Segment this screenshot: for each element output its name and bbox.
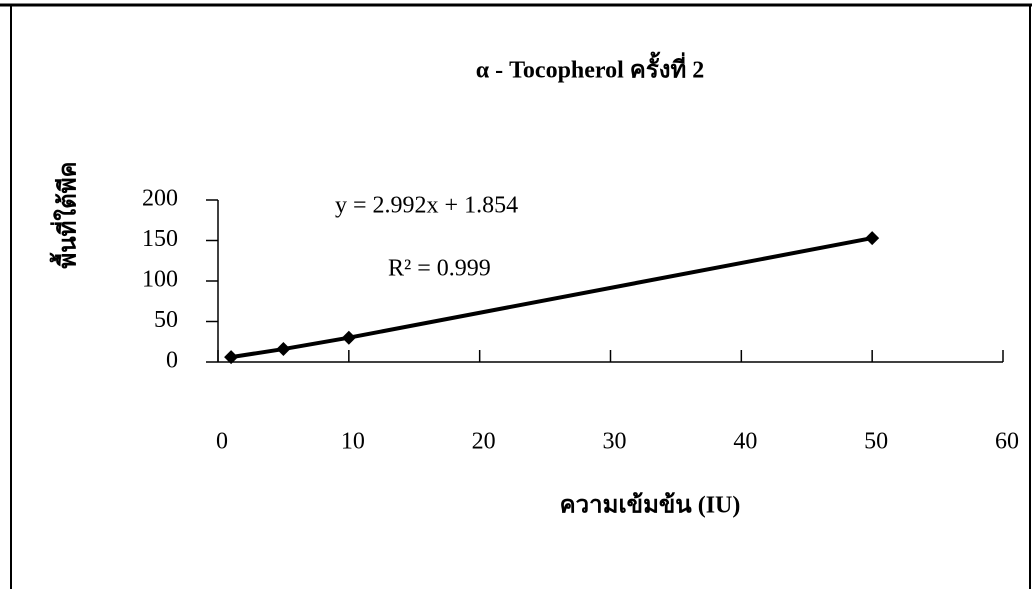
equation: y = 2.992x + 1.854 <box>335 193 518 219</box>
y-tick-label: 0 <box>166 348 178 374</box>
x-tick-label: 50 <box>864 429 888 455</box>
x-tick-label: 30 <box>603 429 627 455</box>
x-axis-label: ความเข้มข้น (IU) <box>560 492 741 519</box>
y-tick-label: 150 <box>142 226 178 252</box>
y-tick-label: 50 <box>154 307 178 333</box>
x-tick-label: 10 <box>341 429 365 455</box>
r-squared: R² = 0.999 <box>388 256 491 282</box>
x-tick-label: 0 <box>216 429 228 455</box>
y-tick-label: 100 <box>142 267 178 293</box>
point <box>341 330 356 345</box>
y-tick-label: 200 <box>142 186 178 212</box>
x-tick-label: 60 <box>995 429 1019 455</box>
trendline <box>230 236 873 360</box>
point <box>865 231 880 246</box>
chart-title: α - Tocopherol ครั้งที่ 2 <box>476 51 705 84</box>
point <box>276 342 291 357</box>
point <box>224 350 239 365</box>
x-tick-label: 40 <box>733 429 757 455</box>
x-tick-label: 20 <box>472 429 496 455</box>
y-axis-label: พื้นที่ใต้พีค <box>49 161 82 268</box>
